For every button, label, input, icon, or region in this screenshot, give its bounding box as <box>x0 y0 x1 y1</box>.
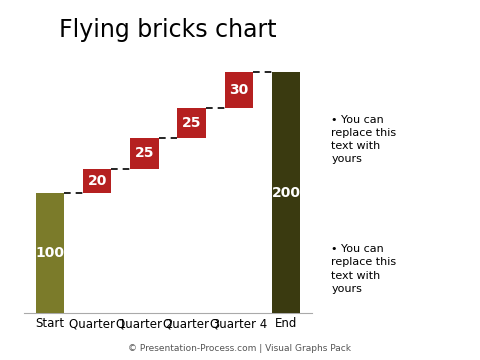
Bar <box>225 72 253 108</box>
Text: © Presentation-Process.com | Visual Graphs Pack: © Presentation-Process.com | Visual Grap… <box>129 344 351 353</box>
Bar <box>130 138 158 168</box>
Text: 30: 30 <box>229 83 249 97</box>
Bar <box>36 193 64 313</box>
Text: 20: 20 <box>87 174 107 188</box>
Bar <box>83 168 111 193</box>
Bar <box>272 72 300 313</box>
Text: • You can
replace this
text with
yours: • You can replace this text with yours <box>331 244 396 294</box>
Text: 25: 25 <box>182 116 201 130</box>
Text: Flying bricks chart: Flying bricks chart <box>59 18 277 42</box>
Text: • You can
replace this
text with
yours: • You can replace this text with yours <box>331 114 396 164</box>
Text: 200: 200 <box>272 186 300 200</box>
Bar <box>178 108 206 138</box>
Text: 100: 100 <box>36 246 64 260</box>
Text: 25: 25 <box>135 147 154 161</box>
